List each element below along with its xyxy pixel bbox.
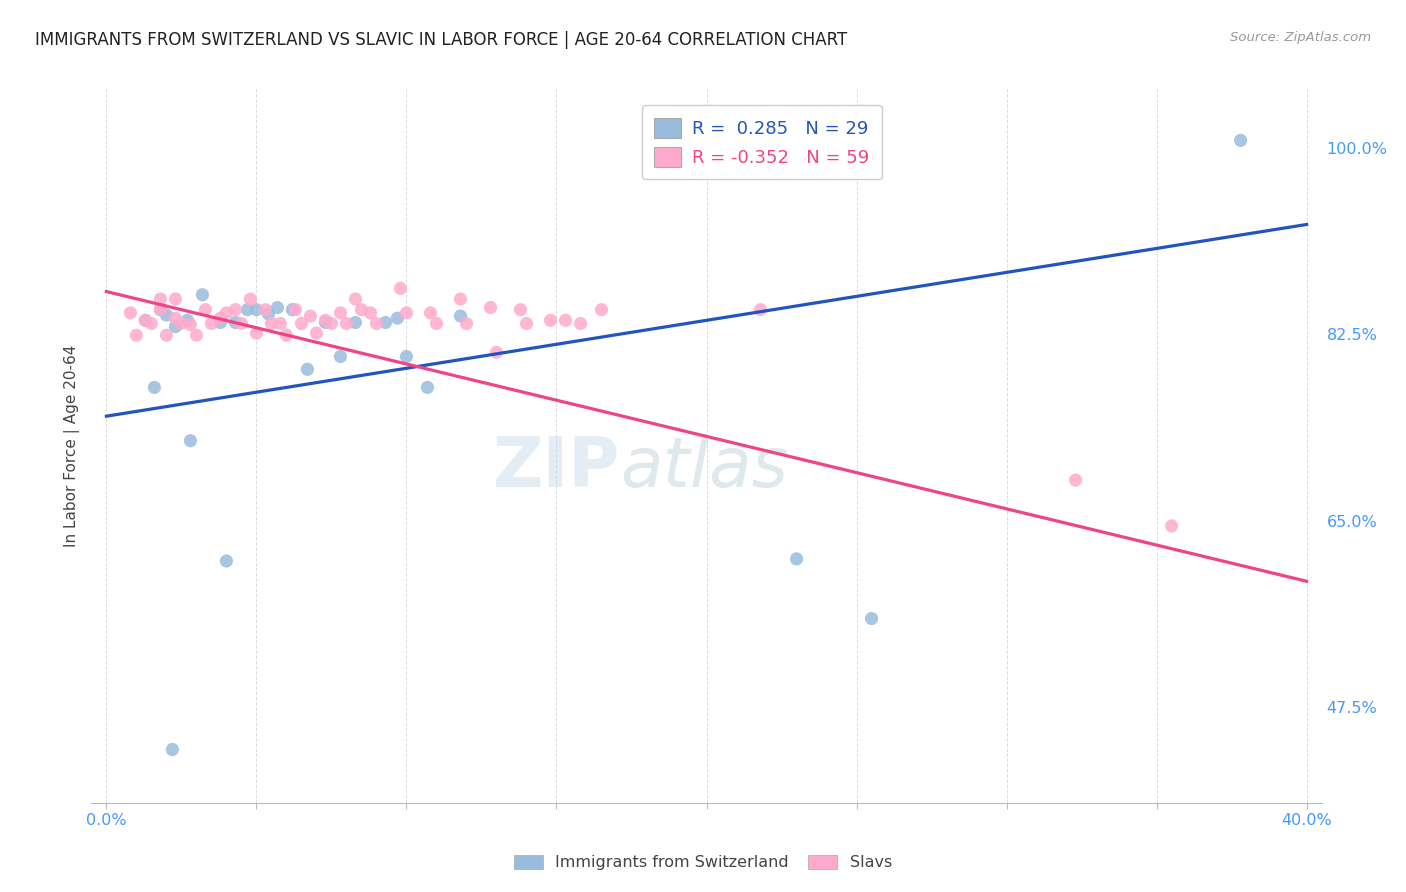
Point	[179, 434, 201, 448]
Point	[329, 306, 352, 320]
Point	[269, 317, 291, 331]
Text: IMMIGRANTS FROM SWITZERLAND VS SLAVIC IN LABOR FORCE | AGE 20-64 CORRELATION CHA: IMMIGRANTS FROM SWITZERLAND VS SLAVIC IN…	[35, 31, 848, 49]
Point	[165, 319, 187, 334]
Point	[515, 317, 537, 331]
Point	[224, 315, 246, 329]
Point	[395, 306, 418, 320]
Point	[485, 345, 508, 359]
Point	[284, 302, 307, 317]
Point	[479, 301, 502, 315]
Point	[314, 313, 336, 327]
Point	[186, 328, 208, 343]
Point	[209, 311, 232, 326]
Point	[134, 313, 156, 327]
Point	[1064, 473, 1087, 487]
Point	[860, 611, 883, 625]
Text: ZIP: ZIP	[494, 434, 620, 501]
Point	[179, 318, 201, 332]
Point	[335, 317, 357, 331]
Point	[281, 302, 304, 317]
Point	[374, 315, 396, 329]
Point	[149, 292, 172, 306]
Point	[329, 350, 352, 364]
Point	[419, 306, 441, 320]
Point	[449, 292, 471, 306]
Point	[297, 362, 319, 376]
Point	[149, 302, 172, 317]
Point	[143, 380, 166, 394]
Point	[134, 313, 156, 327]
Point	[344, 292, 367, 306]
Point	[215, 554, 238, 568]
Point	[176, 313, 198, 327]
Point	[215, 306, 238, 320]
Point	[366, 317, 388, 331]
Point	[387, 311, 409, 326]
Point	[305, 326, 328, 340]
Point	[231, 317, 253, 331]
Point	[155, 308, 177, 322]
Point	[786, 552, 808, 566]
Point	[266, 301, 288, 315]
Point	[141, 317, 163, 331]
Point	[1160, 519, 1182, 533]
Point	[290, 317, 312, 331]
Point	[170, 317, 193, 331]
Point	[276, 328, 298, 343]
Point	[165, 311, 187, 326]
Text: Source: ZipAtlas.com: Source: ZipAtlas.com	[1230, 31, 1371, 45]
Point	[449, 309, 471, 323]
Point	[165, 292, 187, 306]
Point	[359, 306, 381, 320]
Point	[591, 302, 613, 317]
Point	[239, 292, 262, 306]
Point	[125, 328, 148, 343]
Point	[224, 302, 246, 317]
Point	[200, 317, 222, 331]
Point	[299, 309, 322, 323]
Legend: Immigrants from Switzerland, Slavs: Immigrants from Switzerland, Slavs	[508, 848, 898, 877]
Point	[416, 380, 439, 394]
Point	[344, 315, 367, 329]
Point	[260, 317, 283, 331]
Point	[245, 302, 267, 317]
Point	[425, 317, 447, 331]
Point	[456, 317, 478, 331]
Point	[314, 315, 336, 329]
Text: atlas: atlas	[620, 434, 789, 501]
Point	[509, 302, 531, 317]
Point	[569, 317, 592, 331]
Point	[540, 313, 562, 327]
Point	[236, 302, 259, 317]
Point	[149, 302, 172, 317]
Point	[554, 313, 576, 327]
Point	[1229, 133, 1251, 147]
Point	[155, 328, 177, 343]
Point	[162, 742, 184, 756]
Point	[254, 302, 277, 317]
Point	[395, 350, 418, 364]
Point	[245, 326, 267, 340]
Point	[321, 317, 343, 331]
Point	[209, 315, 232, 329]
Y-axis label: In Labor Force | Age 20-64: In Labor Force | Age 20-64	[65, 345, 80, 547]
Legend: R =  0.285   N = 29, R = -0.352   N = 59: R = 0.285 N = 29, R = -0.352 N = 59	[641, 105, 882, 179]
Point	[350, 302, 373, 317]
Point	[257, 307, 280, 321]
Point	[120, 306, 142, 320]
Point	[194, 302, 217, 317]
Point	[389, 281, 412, 295]
Point	[749, 302, 772, 317]
Point	[191, 287, 214, 301]
